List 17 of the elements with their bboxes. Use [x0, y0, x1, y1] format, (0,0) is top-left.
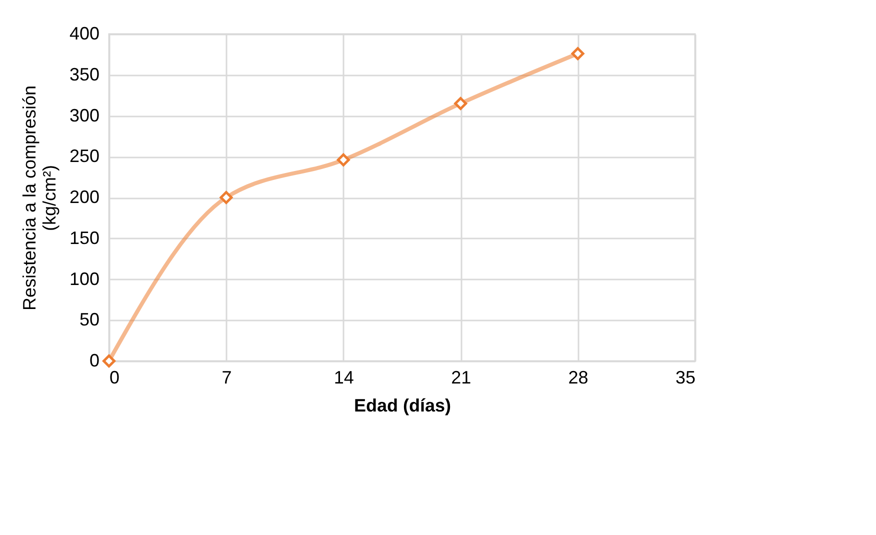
y-tick-label: 50 — [79, 310, 100, 330]
x-tick-label: 0 — [110, 368, 120, 388]
y-tick-label: 350 — [69, 64, 100, 84]
x-axis-title: Edad (días) — [354, 396, 452, 416]
y-tick-label: 400 — [69, 24, 100, 44]
y-tick-label: 200 — [69, 187, 100, 207]
y-tick-label: 150 — [69, 228, 100, 248]
x-tick-label: 14 — [334, 368, 354, 388]
y-tick-label: 300 — [69, 105, 100, 126]
x-tick-label: 28 — [568, 368, 588, 388]
x-tick-label: 35 — [675, 368, 696, 388]
y-tick-label: 250 — [69, 146, 100, 166]
y-axis-title: Resistencia a la compresión (kg/cm²) — [19, 85, 60, 311]
y-tick-label: 100 — [69, 268, 100, 289]
y-tick-label: 0 — [89, 350, 100, 370]
x-tick-label: 21 — [451, 368, 472, 388]
x-tick-label: 7 — [222, 368, 232, 388]
